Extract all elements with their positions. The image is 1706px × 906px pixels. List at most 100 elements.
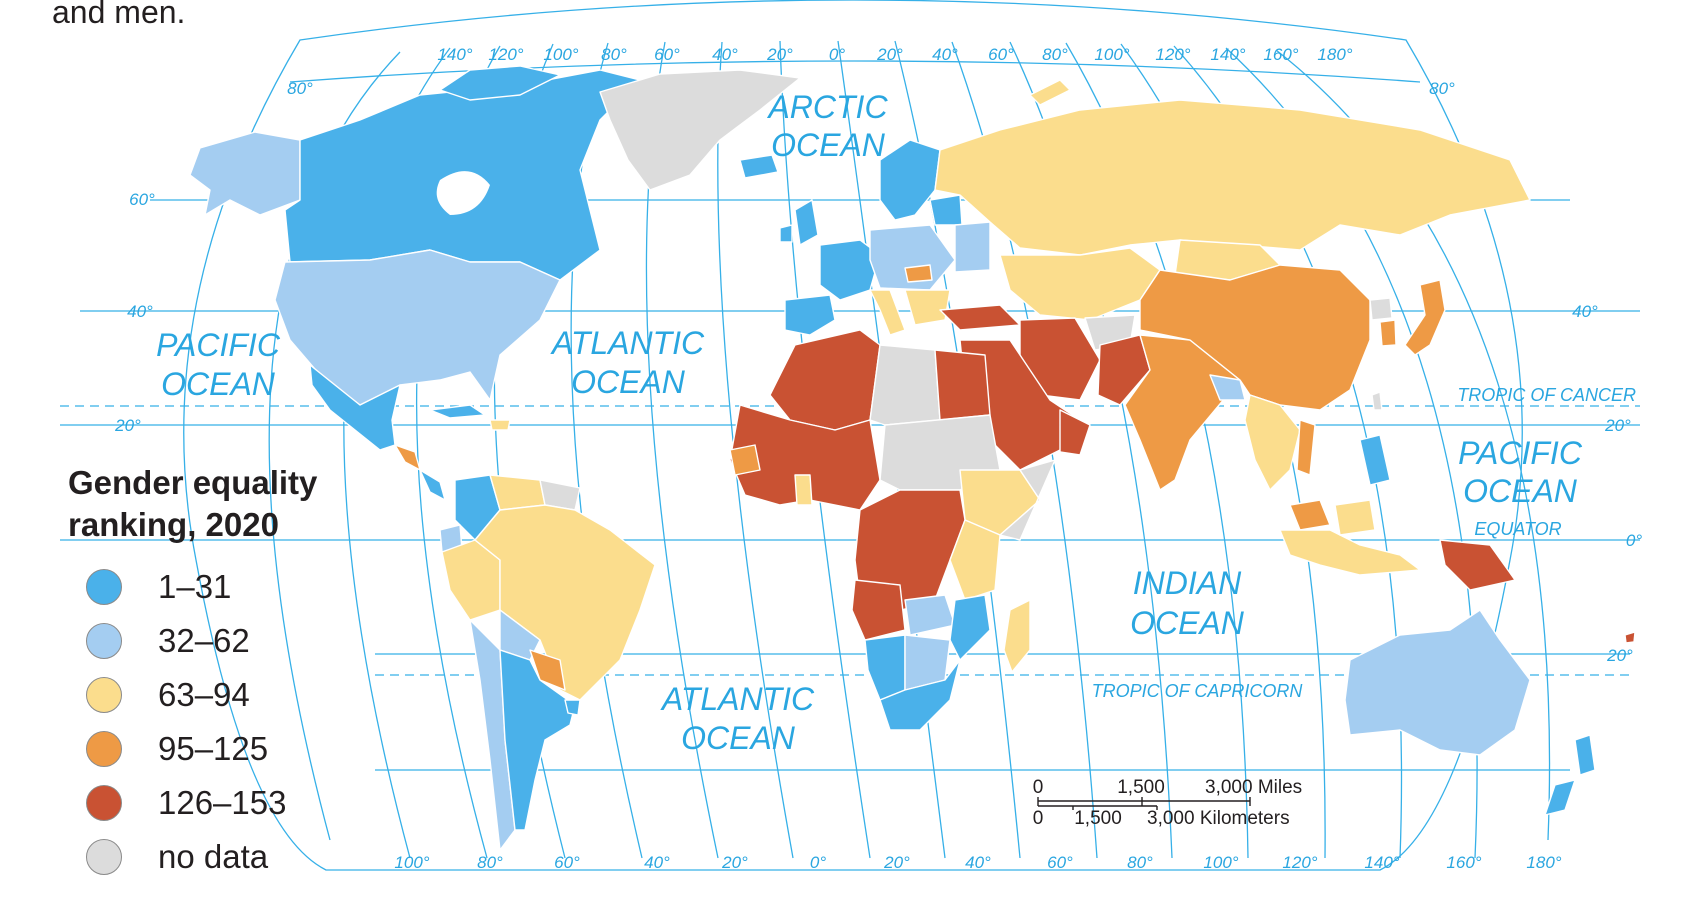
lon-label-top: 100° xyxy=(543,45,578,64)
baltics-land xyxy=(929,194,963,226)
lon-label-top: 160° xyxy=(1263,45,1298,64)
somalia-land xyxy=(999,459,1056,541)
bottom-longitude-labels: 100° 80° 60° 40° 20° 0° 20° 40° 60° 80° … xyxy=(394,853,1561,872)
scale-km-0: 0 xyxy=(1033,808,1044,829)
scale-bar: 0 1,500 3,000 Miles 0 1,500 3,000 Kilome… xyxy=(1033,777,1302,829)
angola-land xyxy=(851,579,906,641)
lon-label-top: 80° xyxy=(601,45,627,64)
tropic-cancer-label: TROPIC OF CANCER xyxy=(1457,385,1636,405)
china-land xyxy=(1139,264,1371,411)
caribbean-land xyxy=(489,419,511,431)
lon-label-bottom: 100° xyxy=(394,853,429,872)
lon-label-bottom: 80° xyxy=(477,853,503,872)
scale-km-1500: 1,500 xyxy=(1074,808,1122,829)
ireland-land xyxy=(779,224,793,243)
legend-swatch xyxy=(86,569,122,605)
legend-swatch xyxy=(86,731,122,767)
top-longitude-labels: 140° 120° 100° 80° 60° 40° 20° 0° 20° 40… xyxy=(437,45,1352,64)
balkans-land xyxy=(904,289,951,326)
japan-land xyxy=(1404,279,1446,356)
legend-swatch xyxy=(86,839,122,875)
venezuela-land xyxy=(489,474,546,511)
oman-land xyxy=(1059,409,1091,456)
namibia-land xyxy=(864,634,906,701)
lon-label-bottom: 40° xyxy=(965,853,991,872)
atlantic-north-label-1: ATLANTIC xyxy=(550,325,705,361)
parallel-80n xyxy=(289,60,1421,83)
scale-miles-0: 0 xyxy=(1033,777,1044,798)
lon-label-bottom: 140° xyxy=(1364,853,1399,872)
egypt-land xyxy=(934,349,991,421)
argentina-land xyxy=(499,649,576,831)
iberia-land xyxy=(784,294,836,336)
australia-land xyxy=(1344,609,1531,756)
map-frame xyxy=(183,0,1523,871)
novaya-zemlya-land xyxy=(1029,79,1071,106)
vietnam-land xyxy=(1296,419,1316,476)
lat-label: 40° xyxy=(127,302,153,321)
legend-label: 63–94 xyxy=(158,676,250,713)
lat-label: 40° xyxy=(1572,302,1598,321)
alaska-land xyxy=(189,131,301,216)
turkey-land xyxy=(939,304,1021,331)
scale-miles-1500: 1,500 xyxy=(1117,777,1165,798)
legend-item: 32–62 xyxy=(68,614,368,668)
latitude-labels: 80° 60° 40° 20° 80° 40° 20° 0° 20° xyxy=(114,79,1642,665)
lon-label-top: 140° xyxy=(437,45,472,64)
pacific-west-label-1: PACIFIC xyxy=(156,327,281,363)
lon-label-bottom: 60° xyxy=(554,853,580,872)
senegal-land xyxy=(729,444,761,476)
lon-label-top: 120° xyxy=(488,45,523,64)
indian-ocean-label-2: OCEAN xyxy=(1130,605,1245,641)
lon-label-bottom: 40° xyxy=(644,853,670,872)
pacific-east-label-1: PACIFIC xyxy=(1458,435,1583,471)
arctic-ocean-label-1: ARCTIC xyxy=(766,89,888,125)
lon-label-top: 60° xyxy=(988,45,1014,64)
atlantic-south-label-1: ATLANTIC xyxy=(660,681,815,717)
belarus-ukraine-land xyxy=(954,221,991,273)
lon-label-bottom: 60° xyxy=(1047,853,1073,872)
lon-label-bottom: 20° xyxy=(883,853,910,872)
lon-label-top: 0° xyxy=(829,45,845,64)
indonesia-land xyxy=(1279,529,1421,576)
pacific-islands-land xyxy=(1624,631,1636,644)
lon-label-top: 40° xyxy=(712,45,738,64)
uruguay-land xyxy=(564,699,581,716)
hudson-bay-water xyxy=(436,171,490,215)
borneo-land xyxy=(1334,499,1376,536)
indian-ocean-label-1: INDIAN xyxy=(1133,565,1242,601)
lon-label-top: 20° xyxy=(876,45,903,64)
legend-item: 95–125 xyxy=(68,722,368,776)
lon-label-top: 60° xyxy=(654,45,680,64)
korea-south-land xyxy=(1379,319,1397,347)
lon-label-bottom: 160° xyxy=(1446,853,1481,872)
madagascar-land xyxy=(1003,599,1031,673)
uk-land xyxy=(794,199,819,246)
central-america-south-land xyxy=(419,469,446,501)
new-zealand-land xyxy=(1574,734,1596,776)
lon-label-bottom: 120° xyxy=(1282,853,1317,872)
legend-item: 1–31 xyxy=(68,560,368,614)
lon-label-top: 80° xyxy=(1042,45,1068,64)
malaysia-land xyxy=(1289,499,1331,531)
tropic-capricorn-label: TROPIC OF CAPRICORN xyxy=(1092,681,1304,701)
lon-label-bottom: 20° xyxy=(721,853,748,872)
legend-label: 32–62 xyxy=(158,622,250,659)
legend-label: 95–125 xyxy=(158,730,269,767)
central-america-land xyxy=(394,444,421,471)
lon-label-top: 20° xyxy=(766,45,793,64)
legend-swatch xyxy=(86,677,122,713)
atlantic-north-label-2: OCEAN xyxy=(571,364,686,400)
legend-item: no data xyxy=(68,830,368,884)
taiwan-land xyxy=(1371,391,1383,411)
korea-north-land xyxy=(1369,297,1393,321)
mexico-land xyxy=(309,364,401,451)
papua-land xyxy=(1439,539,1516,591)
pacific-west-label-2: OCEAN xyxy=(161,366,276,402)
southeast-asia-land xyxy=(1244,394,1301,491)
lon-label-bottom: 100° xyxy=(1203,853,1238,872)
lat-label: 20° xyxy=(1606,646,1633,665)
north-africa-land xyxy=(769,329,881,431)
zambia-land xyxy=(904,594,956,636)
libya-land xyxy=(869,344,941,426)
